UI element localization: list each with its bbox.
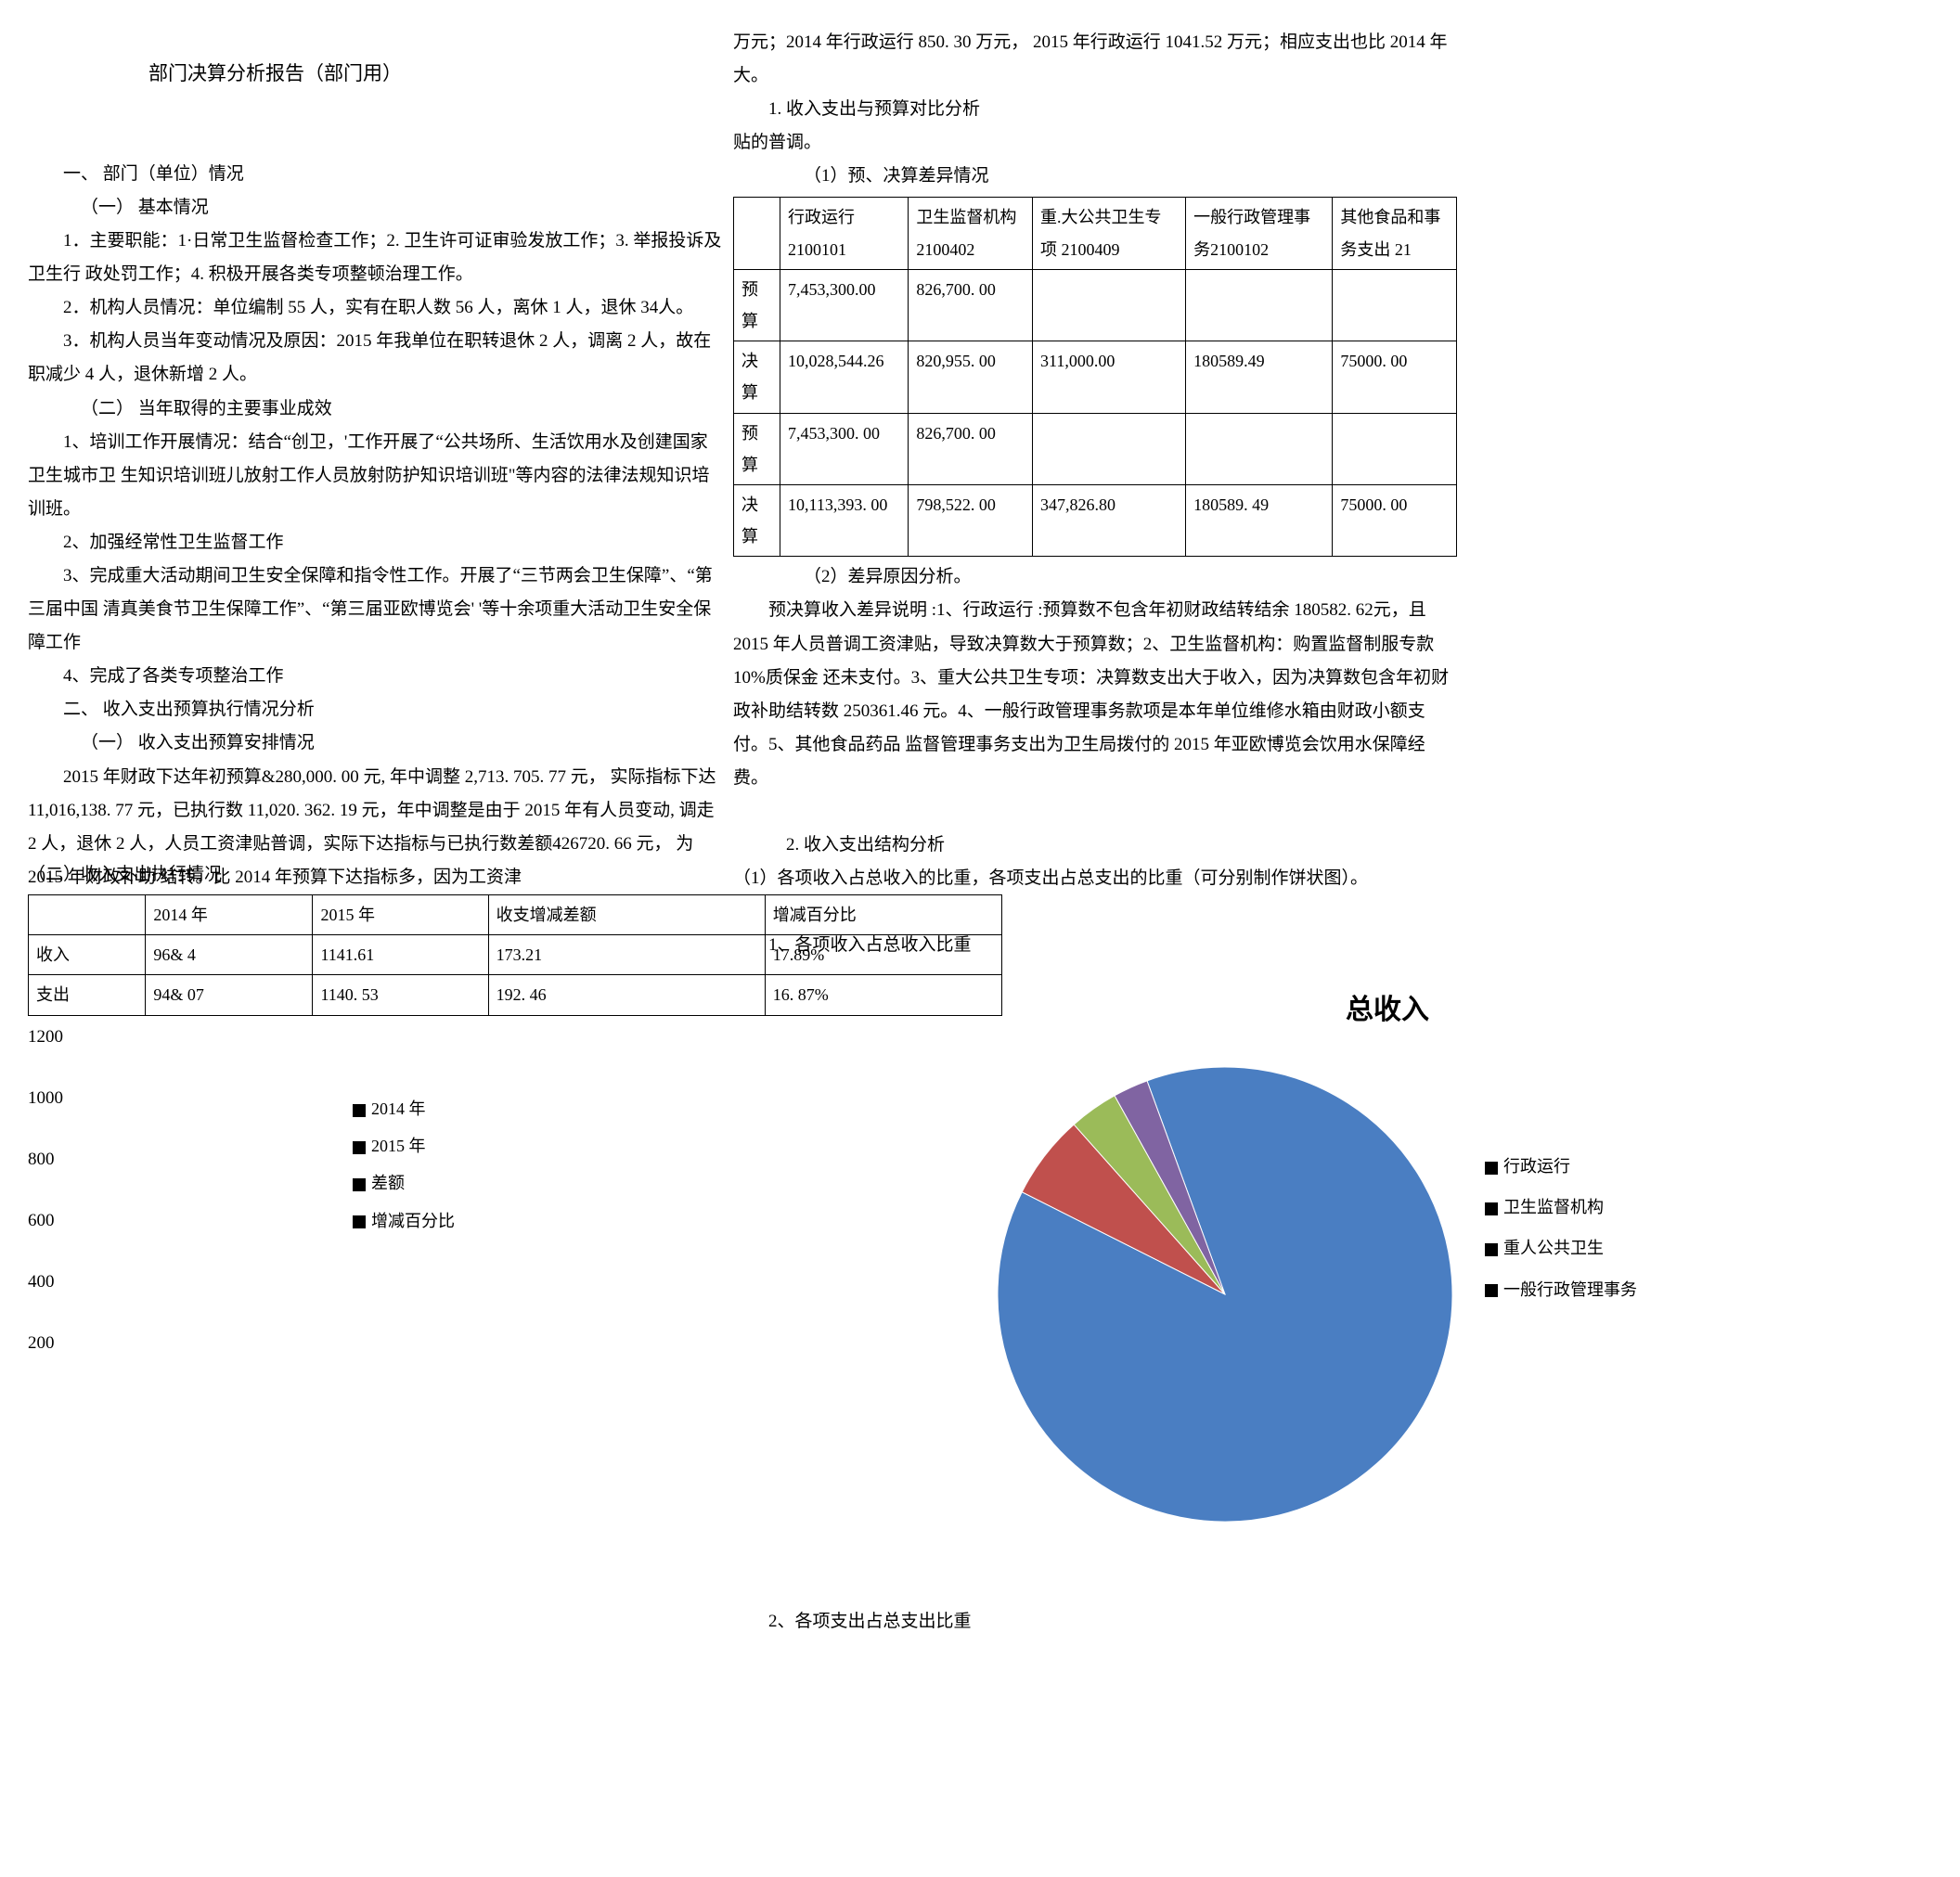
r-h3: 2. 收入支出结构分析: [733, 829, 1457, 862]
legend-swatch: [353, 1141, 366, 1154]
table1-caption: （二）收入支出执行情况: [28, 858, 222, 892]
p1: 1．主要职能：1·日常卫生监督检查工作；2. 卫生许可证审验发放工作；3. 举报…: [28, 225, 724, 291]
h2: 二、 收入支出预算执行情况分析: [28, 693, 724, 726]
h1-2: （二） 当年取得的主要事业成效: [28, 392, 724, 426]
legend-swatch: [1485, 1162, 1498, 1175]
legend-swatch: [353, 1178, 366, 1191]
legend-swatch: [1485, 1243, 1498, 1256]
table-row: 行政运行 2100101 卫生监督机构2100402 重.大公共卫生专项 210…: [734, 198, 1457, 269]
legend-swatch: [1485, 1284, 1498, 1297]
right-column: 万元；2014 年行政运行 850. 30 万元， 2015 年行政运行 104…: [733, 0, 1457, 962]
table-row: 支出 94& 07 1140. 53 192. 46 16. 87%: [29, 975, 1002, 1015]
legend-swatch: [353, 1215, 366, 1228]
left-column: 部门决算分析报告（部门用） 一、 部门（单位）情况 （一） 基本情况 1．主要职…: [28, 0, 724, 894]
p3: 3．机构人员当年变动情况及原因：2015 年我单位在职转退休 2 人，调离 2 …: [28, 325, 724, 392]
r-p4h: （2）差异原因分析。: [733, 560, 1457, 594]
p5: 2、加强经常性卫生监督工作: [28, 526, 724, 559]
table-row: 预算 7,453,300.00 826,700. 00: [734, 269, 1457, 341]
r-p1: 1. 收入支出与预算对比分析: [733, 93, 1457, 126]
p2: 2．机构人员情况：单位编制 55 人，实有在职人数 56 人，离休 1 人，退休…: [28, 291, 724, 325]
r-p6: 1、各项收入占总收入比重: [733, 929, 1457, 962]
p6: 3、完成重大活动期间卫生安全保障和指令性工作。开展了“三节两会卫生保障”、“第三…: [28, 559, 724, 660]
h2-1: （一） 收入支出预算安排情况: [28, 726, 724, 760]
table-row: 决算 10,028,544.26 820,955. 00 311,000.00 …: [734, 341, 1457, 413]
r-p3: （1）预、决算差异情况: [733, 160, 1457, 193]
h1-1: （一） 基本情况: [28, 191, 724, 225]
legend-swatch: [1485, 1202, 1498, 1215]
r-p4: 预决算收入差异说明 :1、行政运行 :预算数不包含年初财政结转结余 180582…: [733, 594, 1457, 795]
table-row: 决算 10,113,393. 00 798,522. 00 347,826.80…: [734, 484, 1457, 556]
p7: 4、完成了各类专项整治工作: [28, 660, 724, 693]
table-row: 预算 7,453,300. 00 826,700. 00: [734, 413, 1457, 484]
r-p0: 万元；2014 年行政运行 850. 30 万元， 2015 年行政运行 104…: [733, 26, 1457, 93]
h1: 一、 部门（单位）情况: [28, 158, 724, 191]
pie-title: 总收入: [1346, 983, 1429, 1036]
pie-legend: 行政运行 卫生监督机构 重人公共卫生 一般行政管理事务: [1485, 1151, 1637, 1315]
r-p7: 2、各项支出占总支出比重: [733, 1605, 972, 1639]
legend-swatch: [353, 1104, 366, 1117]
r-p5: （1）各项收入占总收入的比重，各项支出占总支出的比重（可分别制作饼状图）。: [733, 862, 1457, 895]
bar-legend: 2014 年 2015 年 差额 增减百分比: [353, 1093, 455, 1242]
doc-title: 部门决算分析报告（部门用）: [28, 56, 724, 93]
pie-chart: [984, 1053, 1466, 1536]
budget-diff-table: 行政运行 2100101 卫生监督机构2100402 重.大公共卫生专项 210…: [733, 197, 1457, 557]
r-p2: 贴的普调。: [733, 126, 1457, 160]
p4: 1、培训工作开展情况：结合“创卫，'工作开展了“公共场所、生活饮用水及创建国家卫…: [28, 426, 724, 526]
